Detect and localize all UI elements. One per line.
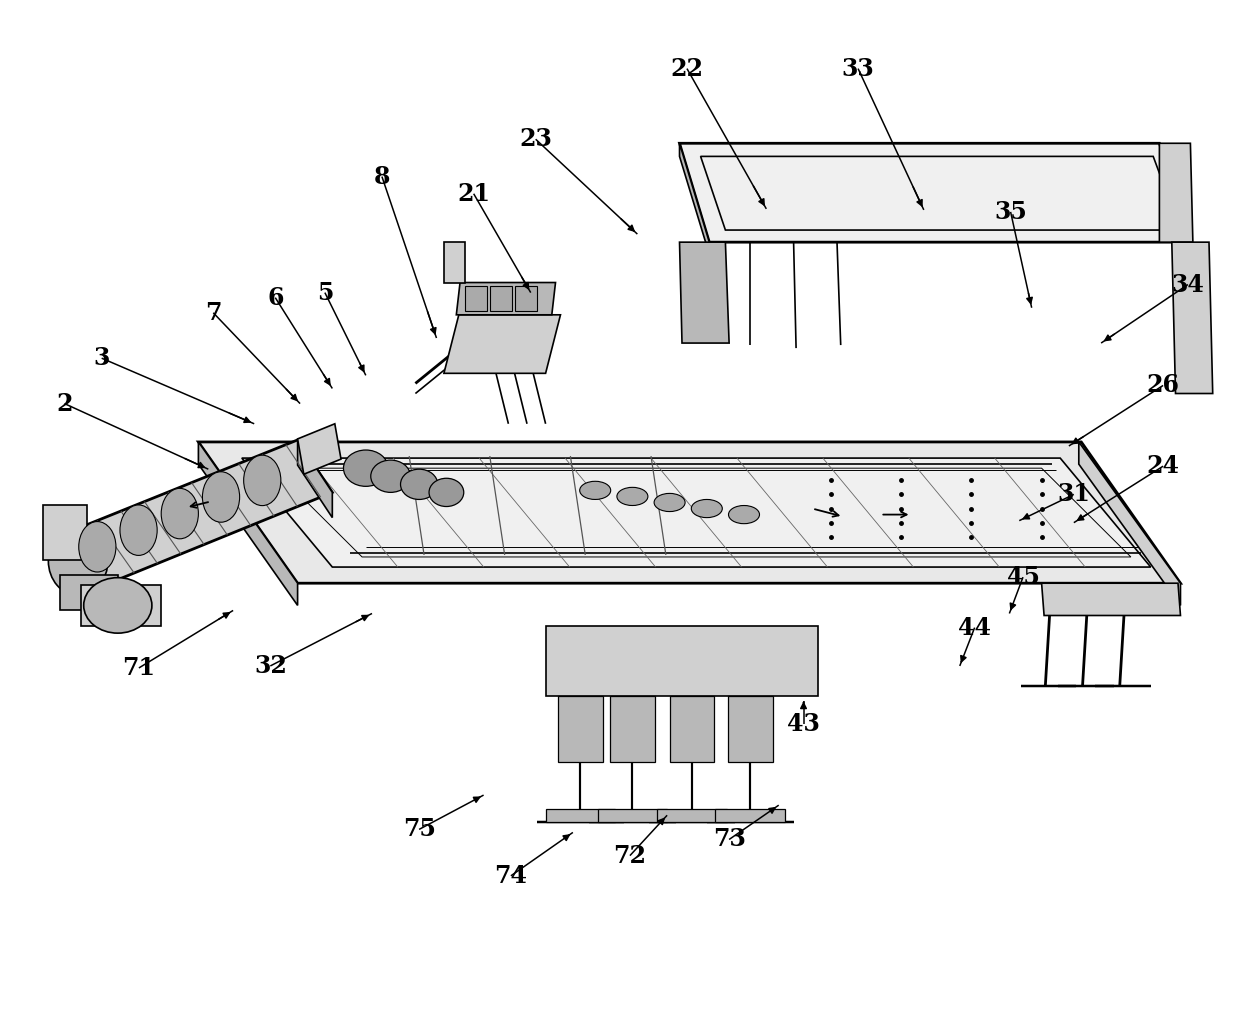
Polygon shape (198, 442, 1180, 583)
Ellipse shape (618, 487, 649, 506)
Polygon shape (680, 143, 1190, 242)
Bar (515, 286, 537, 311)
Polygon shape (728, 696, 773, 762)
Circle shape (343, 450, 388, 486)
Polygon shape (610, 696, 655, 762)
Text: 23: 23 (520, 127, 552, 151)
Ellipse shape (48, 527, 108, 595)
Text: 33: 33 (842, 57, 874, 81)
Text: 22: 22 (671, 57, 703, 81)
Polygon shape (1042, 583, 1180, 615)
Polygon shape (1159, 143, 1193, 242)
Ellipse shape (692, 499, 722, 518)
Text: 7: 7 (205, 301, 222, 325)
Text: 2: 2 (56, 391, 73, 416)
Ellipse shape (161, 488, 198, 539)
Polygon shape (298, 440, 332, 518)
Text: 5: 5 (316, 281, 334, 305)
Ellipse shape (243, 455, 280, 506)
Text: 73: 73 (713, 827, 745, 852)
Polygon shape (1079, 442, 1180, 605)
Text: 45: 45 (1007, 565, 1039, 589)
Polygon shape (657, 809, 727, 822)
Bar (465, 286, 487, 311)
Ellipse shape (79, 522, 115, 572)
Polygon shape (680, 242, 729, 343)
Polygon shape (43, 504, 87, 560)
Text: 8: 8 (373, 164, 391, 189)
Polygon shape (298, 424, 341, 474)
Text: 34: 34 (1172, 272, 1204, 297)
Polygon shape (60, 575, 118, 610)
Text: 31: 31 (1058, 482, 1090, 507)
Polygon shape (444, 315, 560, 373)
Text: 26: 26 (1147, 373, 1179, 398)
Text: 71: 71 (123, 656, 155, 680)
Polygon shape (670, 696, 714, 762)
Polygon shape (81, 585, 161, 626)
Circle shape (429, 478, 464, 507)
Circle shape (371, 460, 410, 492)
Text: 44: 44 (959, 615, 991, 640)
Text: 74: 74 (495, 864, 527, 888)
Polygon shape (1172, 242, 1213, 394)
Ellipse shape (579, 481, 610, 499)
Circle shape (401, 469, 438, 499)
Bar (490, 286, 512, 311)
Polygon shape (456, 283, 556, 315)
Polygon shape (598, 809, 667, 822)
Ellipse shape (202, 472, 239, 523)
Polygon shape (558, 696, 603, 762)
Polygon shape (546, 626, 818, 696)
Text: 75: 75 (403, 817, 435, 842)
Polygon shape (444, 242, 465, 283)
Polygon shape (62, 440, 332, 587)
Text: 21: 21 (458, 182, 490, 206)
Polygon shape (546, 809, 615, 822)
Polygon shape (680, 143, 709, 254)
Polygon shape (198, 442, 298, 605)
Polygon shape (242, 458, 1151, 567)
Text: 35: 35 (994, 200, 1027, 224)
Text: 6: 6 (267, 286, 284, 310)
Text: 24: 24 (1147, 454, 1179, 478)
Ellipse shape (83, 577, 151, 634)
Text: 32: 32 (254, 654, 286, 678)
Text: 72: 72 (614, 844, 646, 868)
Ellipse shape (729, 506, 759, 524)
Text: 3: 3 (93, 346, 110, 370)
Text: 43: 43 (787, 712, 820, 737)
Polygon shape (715, 809, 785, 822)
Ellipse shape (120, 504, 157, 555)
Ellipse shape (655, 493, 684, 512)
